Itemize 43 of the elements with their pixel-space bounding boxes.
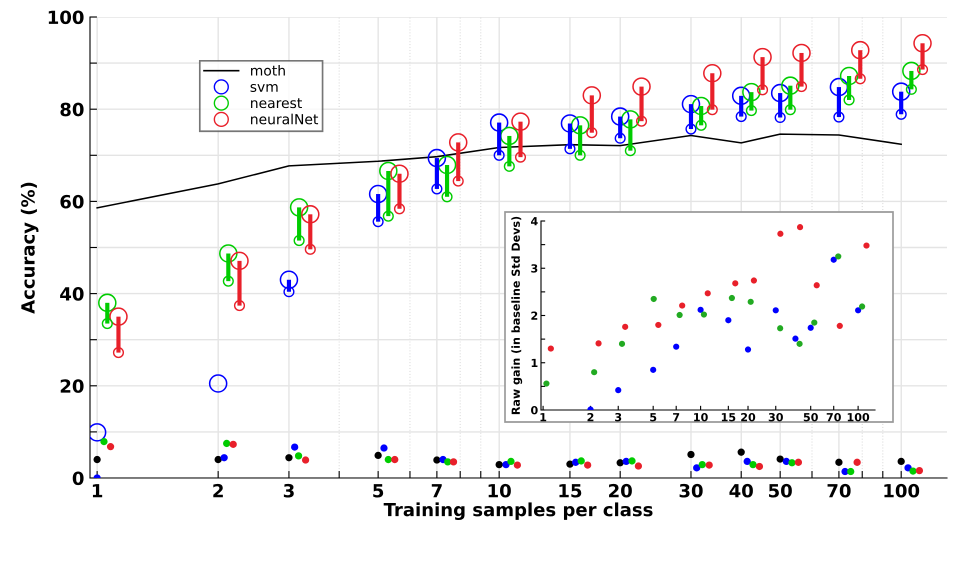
x-tick-label: 30 (680, 484, 703, 498)
y-tick-label: 4 (530, 217, 538, 226)
y-tick-label: 40 (60, 287, 84, 301)
x-tick-label: 10 (694, 412, 708, 422)
x-tick-label: 5 (373, 484, 384, 498)
x-tick-label: 5 (650, 413, 656, 422)
legend-label: svm (250, 84, 278, 92)
y-tick-label: 2 (531, 311, 538, 320)
y-tick-label: 0 (531, 406, 538, 414)
x-tick-label: 2 (588, 412, 594, 422)
y-axis-title: Raw gain (in baseline Std Devs) (511, 216, 522, 414)
x-tick-label: 15 (722, 413, 736, 422)
x-tick-label: 30 (768, 412, 783, 422)
y-tick-label: 60 (60, 194, 84, 209)
x-tick-label: 50 (769, 484, 792, 498)
y-tick-label: 3 (531, 264, 538, 273)
x-tick-label: 3 (615, 412, 622, 422)
x-tick-label: 70 (826, 412, 841, 422)
y-tick-label: 100 (48, 10, 84, 24)
x-tick-label: 40 (729, 484, 753, 498)
y-tick-label: 20 (60, 379, 84, 393)
x-tick-label: 100 (848, 412, 870, 422)
x-tick-label: 70 (828, 484, 851, 498)
y-tick-label: 80 (60, 102, 84, 116)
x-tick-label: 7 (432, 484, 442, 498)
x-tick-label: 100 (884, 484, 920, 498)
x-tick-label: 7 (673, 413, 680, 422)
legend-label: moth (251, 64, 285, 76)
x-tick-label: 1 (540, 413, 546, 422)
legend-label: neuralNet (251, 114, 318, 124)
x-tick-label: 20 (741, 412, 756, 422)
legend-label: nearest (251, 98, 302, 108)
x-tick-label: 2 (213, 484, 223, 498)
x-tick-label: 1 (92, 484, 102, 498)
y-tick-label: 0 (72, 471, 84, 486)
x-tick-label: 10 (488, 484, 511, 498)
x-tick-label: 15 (559, 484, 582, 498)
y-axis-title: Accuracy (%) (20, 182, 38, 314)
x-tick-label: 20 (609, 484, 632, 498)
x-tick-label: 50 (804, 412, 818, 422)
x-tick-label: 3 (284, 484, 294, 498)
x-axis-title: Training samples per class (384, 502, 653, 520)
y-tick-label: 1 (532, 358, 538, 367)
